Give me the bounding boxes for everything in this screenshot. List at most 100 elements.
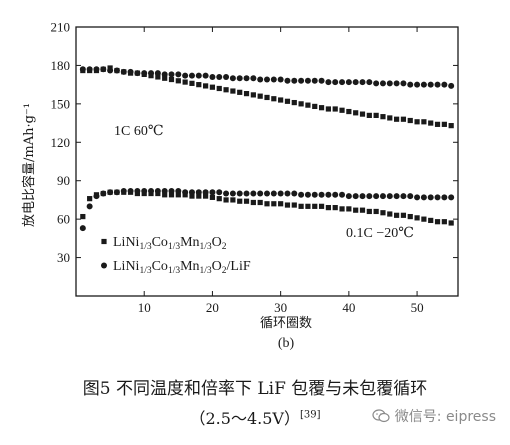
square-point (271, 96, 277, 102)
x-axis-label: 循环圈数 (260, 316, 312, 331)
x-tick-label: 40 (342, 300, 355, 315)
circle-point (168, 71, 175, 78)
circle-point (257, 76, 264, 83)
legend-marker (101, 238, 107, 245)
circle-point (325, 79, 332, 86)
circle-point (134, 70, 141, 77)
circle-point (182, 72, 189, 79)
square-point (305, 102, 311, 108)
figure-caption-line1: 图5 不同温度和倍率下 LiF 包覆与未包覆循环 (82, 379, 428, 399)
square-point (87, 196, 93, 202)
circle-point (386, 80, 393, 87)
legend-label-part: LiNi (113, 235, 140, 250)
circle-point (318, 191, 325, 198)
circle-point (318, 77, 325, 84)
circle-point (202, 189, 209, 196)
square-point (250, 92, 256, 98)
figure-caption-line2: （2.5～4.5V）[39] (0, 405, 510, 429)
circle-point (168, 187, 175, 194)
circle-point (277, 190, 284, 197)
circle-point (188, 72, 195, 79)
circle-point (270, 190, 277, 197)
circle-point (427, 81, 434, 88)
square-point (230, 88, 236, 94)
legend-label-part: 1/3 (200, 242, 212, 252)
square-point (243, 198, 250, 204)
circle-point (386, 193, 393, 200)
circle-point (148, 187, 155, 194)
square-point (284, 202, 291, 208)
square-point (305, 203, 311, 209)
circle-point (209, 189, 216, 196)
square-point (407, 117, 413, 124)
legend-label-part: 2 (222, 266, 227, 276)
circle-point (291, 77, 298, 84)
x-tick-label: 10 (138, 300, 151, 315)
square-point (237, 198, 243, 204)
circle-point (161, 71, 168, 78)
square-point (175, 192, 181, 198)
series-1 (79, 66, 455, 89)
square-point (346, 108, 352, 115)
circle-point (250, 75, 257, 82)
circle-point (264, 190, 270, 197)
circle-point (175, 187, 182, 194)
square-point (380, 210, 386, 216)
square-point (366, 112, 372, 118)
circle-point (195, 189, 202, 196)
square-point (216, 85, 222, 92)
watermark: 微信号: eipress (372, 406, 496, 426)
square-point (223, 197, 229, 203)
square-point (257, 199, 263, 206)
square-point (318, 105, 325, 111)
circle-point (311, 191, 318, 198)
circle-point (216, 73, 223, 80)
square-point (196, 193, 202, 199)
circle-point (141, 187, 148, 194)
square-point (264, 201, 270, 207)
circle-point (434, 81, 441, 88)
square-point (312, 203, 318, 209)
circle-point (379, 80, 386, 87)
square-point (373, 112, 379, 118)
circle-point (393, 80, 400, 87)
circle-point (100, 190, 107, 197)
square-point (298, 101, 304, 107)
circle-point (86, 203, 93, 210)
circle-point (182, 189, 189, 196)
circle-point (264, 76, 270, 83)
circle-point (148, 70, 155, 77)
circle-point (284, 77, 291, 84)
legend-marker (101, 262, 107, 269)
square-point (162, 192, 168, 198)
series-2 (80, 189, 454, 226)
circle-point (243, 75, 250, 82)
circle-point (366, 79, 373, 86)
square-point (237, 89, 243, 95)
circle-point (420, 81, 427, 88)
square-point (325, 106, 331, 112)
legend-label-part: 2 (222, 242, 227, 252)
square-point (414, 215, 420, 221)
legend-label-part: 1/3 (168, 242, 180, 252)
square-point (353, 110, 359, 116)
circle-point (352, 79, 359, 86)
square-point (298, 203, 304, 209)
axes: 30 60 90 120 150 180 210 10 20 30 40 50 (51, 20, 459, 315)
circle-point (250, 190, 257, 197)
x-tick-label: 30 (274, 300, 287, 315)
square-point (196, 82, 202, 88)
legend-label-part: 1/3 (139, 266, 151, 276)
square-point (448, 220, 454, 226)
circle-point (120, 187, 127, 194)
circle-point (448, 82, 455, 89)
y-tick-label: 30 (57, 250, 70, 265)
circle-point (414, 194, 421, 201)
circle-point (298, 77, 305, 84)
circle-point (154, 187, 161, 194)
square-point (223, 87, 229, 93)
circle-point (298, 191, 305, 198)
circle-point (434, 194, 441, 201)
square-point (325, 205, 331, 211)
